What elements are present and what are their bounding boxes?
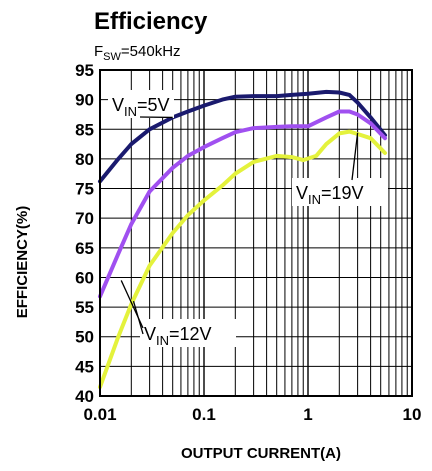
y-tick-label: 70 bbox=[75, 209, 94, 228]
x-tick-label: 10 bbox=[403, 405, 422, 424]
x-tick-label: 0.01 bbox=[83, 405, 116, 424]
annotation-arrow bbox=[134, 301, 143, 334]
y-tick-label: 85 bbox=[75, 120, 94, 139]
chart-title: Efficiency bbox=[94, 8, 208, 35]
y-tick-label: 40 bbox=[75, 387, 94, 406]
series-line-2 bbox=[100, 132, 385, 388]
y-tick-label: 95 bbox=[75, 61, 94, 80]
y-tick-label: 45 bbox=[75, 357, 94, 376]
x-tick-label: 1 bbox=[303, 405, 312, 424]
annotation-arrow bbox=[352, 133, 358, 180]
x-tick-label: 0.1 bbox=[192, 405, 216, 424]
y-tick-label: 75 bbox=[75, 180, 94, 199]
y-tick-label: 65 bbox=[75, 239, 94, 258]
y-axis-label: EFFICIENCY(%) bbox=[14, 206, 31, 319]
y-tick-label: 50 bbox=[75, 328, 94, 347]
y-tick-label: 80 bbox=[75, 150, 94, 169]
y-tick-label: 55 bbox=[75, 298, 94, 317]
y-tick-label: 60 bbox=[75, 268, 94, 287]
x-axis-label: OUTPUT CURRENT(A) bbox=[181, 445, 341, 462]
y-tick-label: 90 bbox=[75, 91, 94, 110]
chart-subtitle: FSW=540kHz bbox=[94, 43, 181, 63]
